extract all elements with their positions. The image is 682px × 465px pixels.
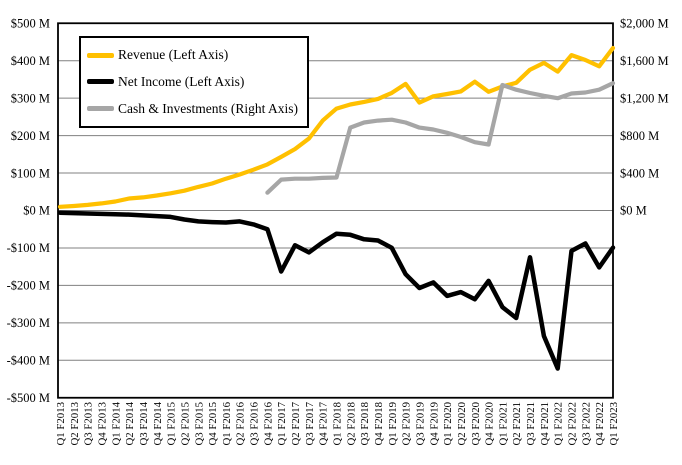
x-axis-label: Q2 F2019: [401, 402, 413, 446]
y-axis-label-right: $2,000 M: [620, 16, 669, 30]
x-axis-label: Q4 F2020: [484, 402, 496, 446]
legend-label-net-income: Net Income (Left Axis): [118, 73, 245, 89]
x-axis-label: Q4 F2016: [262, 401, 274, 445]
x-axis-label: Q3 F2015: [193, 402, 205, 446]
y-axis-label-right: $1,600 M: [620, 54, 669, 68]
x-axis-label: Q2 F2018: [345, 402, 357, 446]
cash-line-swatch: [87, 106, 114, 112]
y-axis-label-left: $0 M: [23, 204, 50, 218]
legend-item-net-income: Net Income (Left Axis): [87, 74, 307, 90]
x-axis-label: Q3 F2013: [83, 402, 95, 446]
y-axis-label-left: $300 M: [11, 91, 50, 105]
x-axis-label: Q4 F2013: [96, 402, 108, 446]
x-axis-label: Q1 F2021: [497, 402, 509, 446]
legend-label-revenue: Revenue (Left Axis): [118, 47, 229, 63]
y-axis-label-right: $1,200 M: [620, 91, 669, 105]
x-axis-label: Q3 F2018: [359, 402, 371, 446]
x-axis-label: Q1 F2022: [553, 402, 565, 446]
x-axis-label: Q4 F2019: [428, 402, 440, 446]
x-axis-label: Q4 F2022: [594, 402, 606, 446]
x-axis-label: Q2 F2013: [69, 402, 81, 446]
legend-item-cash: Cash & Investments (Right Axis): [87, 101, 307, 117]
y-axis-label-left: -$300 M: [7, 316, 50, 330]
x-axis-label: Q4 F2014: [152, 401, 164, 445]
x-axis-label: Q2 F2017: [290, 401, 302, 445]
x-axis-label: Q1 F2017: [276, 401, 288, 445]
x-axis-label: Q1 F2019: [387, 402, 399, 446]
plot-border: [57, 22, 614, 399]
x-axis-label: Q2 F2020: [456, 402, 468, 446]
x-axis-label: Q1 F2018: [332, 402, 344, 446]
y-axis-label-left: $400 M: [11, 54, 50, 68]
net-income-line-swatch: [87, 79, 114, 85]
x-axis-label: Q4 F2018: [373, 402, 385, 446]
x-axis-label: Q3 F2020: [470, 402, 482, 446]
x-axis-label: Q1 F2015: [166, 402, 178, 446]
y-axis-label-left: -$200 M: [7, 279, 50, 293]
y-axis-label-right: $800 M: [620, 129, 659, 143]
x-axis-label: Q2 F2016: [235, 401, 247, 445]
x-axis-label: Q4 F2015: [207, 402, 219, 446]
y-axis-label-left: $500 M: [11, 16, 50, 30]
legend: Revenue (Left Axis) Net Income (Left Axi…: [79, 36, 309, 128]
x-axis-label: Q2 F2021: [511, 402, 523, 446]
y-axis-label-right: $0 M: [620, 204, 647, 218]
y-axis-label-left: $200 M: [11, 129, 50, 143]
y-axis-label-left: -$400 M: [7, 354, 50, 368]
x-axis-label: Q2 F2022: [567, 402, 579, 446]
x-axis-label: Q3 F2019: [414, 402, 426, 446]
legend-item-revenue: Revenue (Left Axis): [87, 47, 307, 63]
revenue-line: [57, 45, 616, 209]
revenue-line-swatch: [87, 52, 114, 58]
x-axis-label: Q4 F2017: [318, 401, 330, 445]
x-axis-label: Q2 F2015: [179, 402, 191, 446]
cash-line: [265, 81, 616, 195]
x-axis-label: Q1 F2014: [110, 401, 122, 445]
x-axis-label: Q1 F2023: [608, 402, 620, 446]
x-axis-label: Q2 F2014: [124, 401, 136, 445]
y-axis-label-left: -$100 M: [7, 241, 50, 255]
x-axis-label: Q3 F2016: [249, 401, 261, 445]
x-axis-label: Q1 F2020: [442, 402, 454, 446]
legend-label-cash: Cash & Investments (Right Axis): [118, 100, 298, 116]
x-axis-label: Q3 F2014: [138, 401, 150, 445]
x-axis-label: Q3 F2022: [580, 402, 592, 446]
x-axis-label: Q1 F2013: [55, 402, 67, 446]
x-axis-label: Q3 F2017: [304, 401, 316, 445]
x-axis-label: Q1 F2016: [221, 401, 233, 445]
x-axis-label: Q3 F2021: [525, 402, 537, 446]
y-axis-label-left: $100 M: [11, 166, 50, 180]
x-axis-label: Q4 F2021: [539, 402, 551, 446]
y-axis-label-left: -$500 M: [7, 391, 50, 405]
y-axis-label-right: $400 M: [620, 166, 659, 180]
net-income-line: [57, 210, 616, 371]
